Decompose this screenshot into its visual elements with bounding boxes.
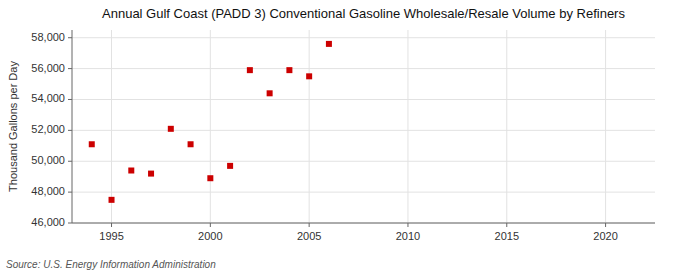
point [306,73,312,79]
point [207,175,213,181]
y-tick-label: 52,000 [31,123,65,135]
x-tick-label: 2020 [593,230,617,242]
y-tick-label: 58,000 [31,31,65,43]
grid-line-x [605,30,606,223]
grid-line-x [111,30,112,223]
x-tick [309,223,310,227]
y-axis-line [72,30,73,223]
point [89,141,95,147]
point [286,67,292,73]
title: Annual Gulf Coast (PADD 3) Conventional … [102,6,625,21]
grid-line-x [407,30,408,223]
grid-line-y [72,68,655,69]
y-tick [68,68,72,69]
point [267,90,273,96]
x-tick-label: 2000 [198,230,222,242]
x-axis: 1995 2000 2005 2010 2015 2020 [99,223,618,242]
point [168,126,174,132]
x-tick-label: 2010 [396,230,420,242]
y-tick-label: 50,000 [31,154,65,166]
x-tick [210,223,211,227]
x-tick-label: 2015 [495,230,519,242]
y-tick [68,37,72,38]
y-tick-label: 56,000 [31,62,65,74]
y-tick-label: 54,000 [31,92,65,104]
x-tick [506,223,507,227]
point [326,41,332,47]
x-tick [407,223,408,227]
point [188,141,194,147]
x-tick [605,223,606,227]
y-tick [68,130,72,131]
source-note: Source: U.S. Energy Information Administ… [6,259,216,270]
point [148,171,154,177]
y-axis-label: Thousand Gallons per Day [7,61,19,192]
point [128,168,134,174]
points [89,41,332,203]
point [109,197,115,203]
grid-line-y [72,99,655,100]
y-tick-label: 46,000 [31,216,65,228]
grid [72,30,655,223]
y-axis: 46,000 48,000 50,000 52,000 54,000 56,000 58,0… [31,31,72,228]
y-tick [68,161,72,162]
grid-line-y [72,161,655,162]
point [227,163,233,169]
y-tick [68,223,72,224]
chart: 46,000 48,000 50,000 52,000 54,000 56,000 58,0… [0,0,675,275]
grid-line-x [309,30,310,223]
x-tick-label: 1995 [99,230,123,242]
grid-line-y [72,37,655,38]
y-tick [68,99,72,100]
x-axis-line [72,223,655,224]
point [247,67,253,73]
grid-line-y [72,223,655,224]
grid-line-y [72,192,655,193]
y-tick-label: 48,000 [31,185,65,197]
grid-line-x [506,30,507,223]
grid-line-y [72,130,655,131]
grid-line-x [210,30,211,223]
x-tick-label: 2005 [297,230,321,242]
y-tick [68,192,72,193]
x-tick [111,223,112,227]
